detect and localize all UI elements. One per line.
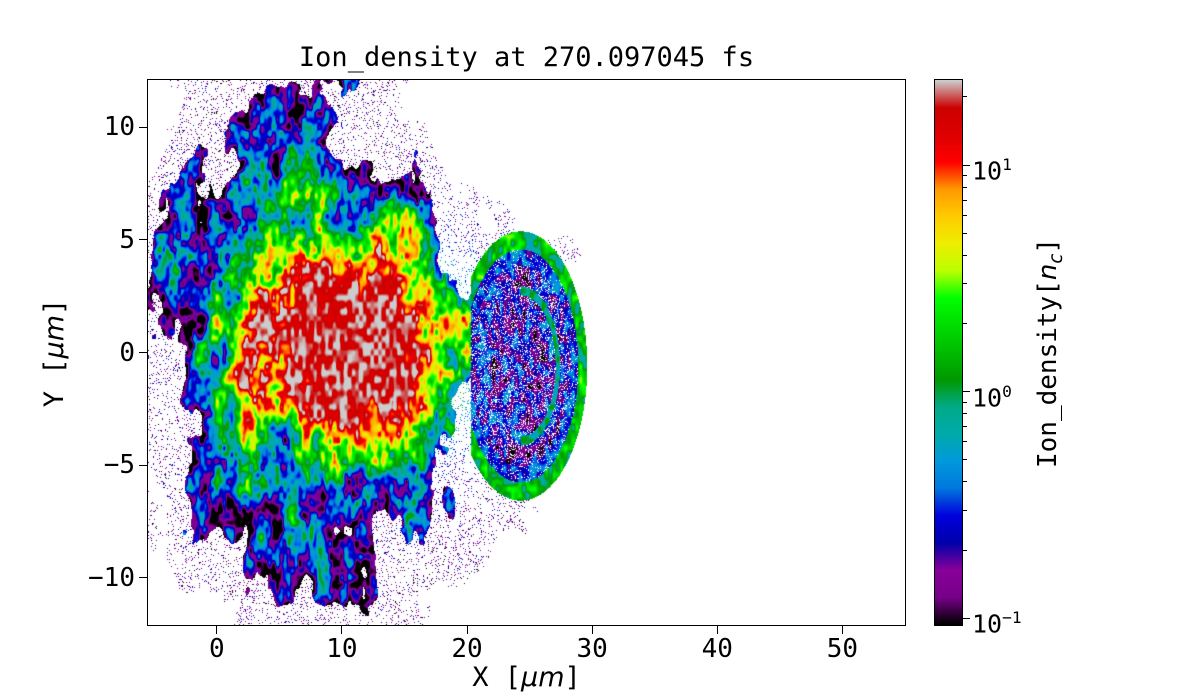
y-axis-label-suffix: ] — [39, 298, 70, 315]
colorbar-label-math-sub: c — [1046, 253, 1068, 264]
colorbar-minor-tick-mark — [963, 214, 967, 216]
chart-title: Ion_density at 270.097045 fs — [298, 42, 755, 73]
y-tick-label: −10 — [88, 562, 135, 593]
y-tick-mark — [139, 239, 147, 241]
x-axis-label-suffix: ] — [564, 662, 581, 693]
y-tick-mark — [139, 577, 147, 579]
colorbar-tick-mark — [963, 164, 970, 166]
x-tick-label: 10 — [326, 634, 358, 664]
x-tick-mark — [341, 626, 343, 634]
colorbar-label: Ion_density[nc] — [1031, 103, 1067, 603]
colorbar-tick-label: 10−1 — [972, 608, 1022, 639]
x-tick-label: 50 — [826, 634, 859, 664]
y-tick-mark — [139, 352, 147, 353]
colorbar-minor-tick-mark — [963, 254, 967, 256]
colorbar-minor-tick-mark — [963, 283, 967, 285]
x-tick-mark — [716, 626, 718, 634]
plot-area — [147, 79, 906, 626]
colorbar-label-math: nc — [1033, 254, 1067, 281]
heatmap-canvas — [148, 80, 905, 625]
colorbar-minor-tick-mark — [963, 175, 967, 177]
colorbar-minor-tick-mark — [963, 441, 967, 443]
y-tick-label: 10 — [103, 112, 135, 143]
colorbar — [934, 79, 963, 626]
colorbar-minor-tick-mark — [963, 232, 967, 234]
y-tick-mark — [139, 126, 147, 128]
colorbar-minor-tick-mark — [963, 186, 967, 188]
colorbar-label-math-base: n — [1033, 263, 1063, 281]
colorbar-minor-tick-mark — [963, 459, 967, 461]
colorbar-minor-tick-mark — [963, 481, 967, 483]
colorbar-canvas — [935, 80, 962, 625]
colorbar-tick-mark — [963, 617, 970, 619]
colorbar-tick-mark — [963, 391, 970, 393]
y-tick-mark — [139, 464, 147, 466]
x-axis-label: X [μm] — [148, 662, 905, 693]
x-axis-label-unit: μm — [521, 662, 565, 693]
colorbar-minor-tick-mark — [963, 322, 967, 324]
colorbar-label-text: Ion_density[ — [1033, 280, 1063, 468]
x-tick-mark — [466, 626, 468, 634]
x-tick-label: 30 — [576, 634, 608, 664]
y-tick-label: 0 — [119, 337, 135, 368]
x-tick-mark — [216, 626, 218, 634]
x-axis-label-prefix: X [ — [472, 662, 522, 693]
x-tick-label: 0 — [208, 634, 225, 664]
colorbar-minor-tick-mark — [963, 509, 967, 511]
colorbar-minor-tick-mark — [963, 401, 967, 403]
colorbar-minor-tick-mark — [963, 549, 967, 551]
y-tick-label: −5 — [103, 450, 135, 481]
colorbar-tick-label: 101 — [972, 155, 1012, 186]
colorbar-minor-tick-mark — [963, 96, 967, 98]
colorbar-label-close: ] — [1033, 238, 1063, 254]
x-tick-mark — [841, 626, 843, 634]
x-tick-mark — [591, 626, 593, 634]
colorbar-minor-tick-mark — [963, 426, 967, 428]
colorbar-minor-tick-mark — [963, 413, 967, 415]
colorbar-tick-label: 100 — [972, 381, 1012, 412]
colorbar-minor-tick-mark — [963, 199, 967, 201]
x-tick-label: 20 — [451, 634, 483, 664]
x-tick-label: 40 — [701, 634, 733, 664]
y-tick-label: 5 — [119, 224, 135, 255]
